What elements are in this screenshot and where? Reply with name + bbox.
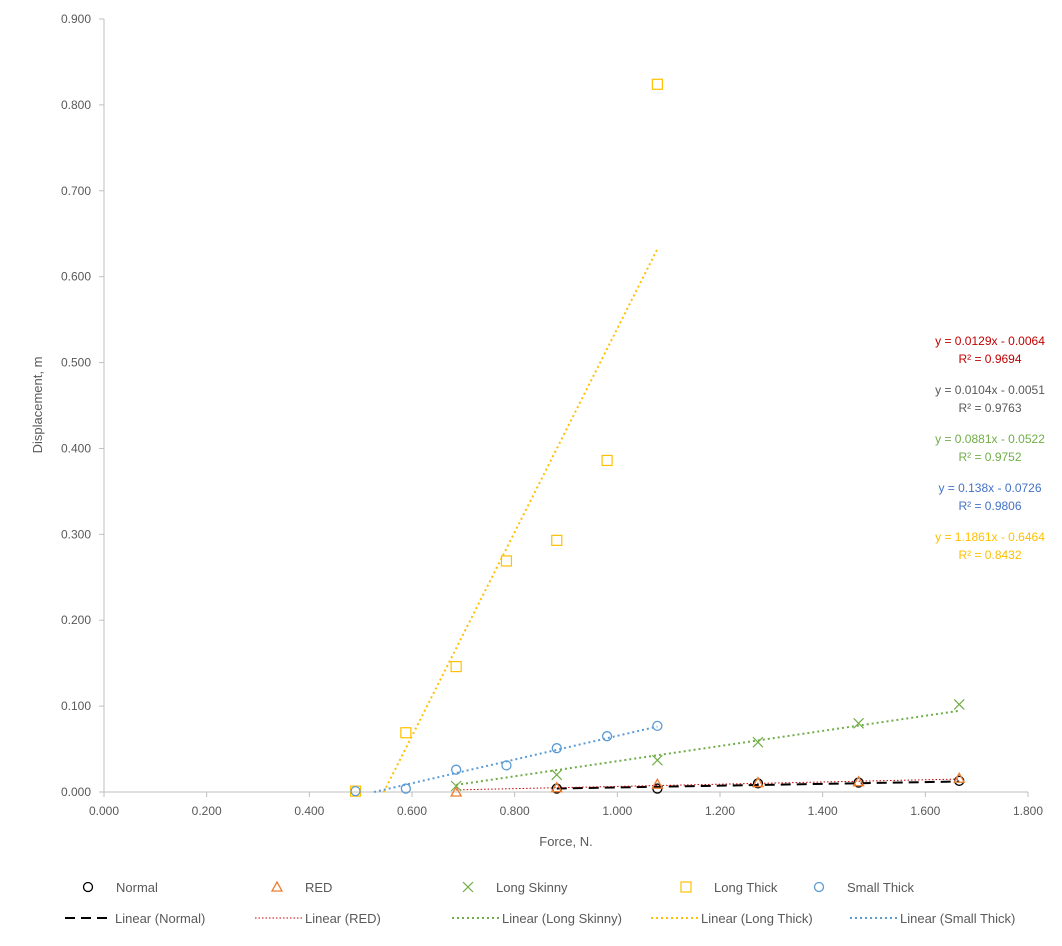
y-tick-label: 0.200 bbox=[61, 613, 91, 627]
y-axis-title: Displacement, m bbox=[30, 357, 45, 454]
data-point-red bbox=[651, 777, 664, 789]
x-tick-label: 0.200 bbox=[192, 804, 222, 818]
data-point-long-thick bbox=[551, 534, 563, 546]
x-tick-label: 0.800 bbox=[500, 804, 530, 818]
data-point-red bbox=[450, 785, 463, 797]
legend-label-normal: Normal bbox=[116, 880, 158, 895]
data-point-long-skinny bbox=[450, 780, 462, 792]
x-tick-label: 0.400 bbox=[294, 804, 324, 818]
data-point-small-thick bbox=[652, 720, 663, 732]
x-tick-label: 1.600 bbox=[910, 804, 940, 818]
legend-trend-label-red: Linear (RED) bbox=[305, 911, 381, 926]
data-point-normal bbox=[551, 783, 562, 794]
data-point-long-thick bbox=[400, 727, 412, 739]
data-point-red bbox=[852, 775, 865, 787]
x-tick-label: 1.000 bbox=[602, 804, 632, 818]
x-tick-label: 0.000 bbox=[89, 804, 119, 818]
data-point-long-skinny bbox=[651, 754, 663, 766]
legend-label-small-thick: Small Thick bbox=[847, 880, 914, 895]
y-tick-label: 0.700 bbox=[61, 184, 91, 198]
data-point-long-skinny bbox=[551, 769, 563, 781]
trendline-red bbox=[456, 778, 960, 791]
data-point-small-thick bbox=[601, 731, 613, 742]
trendline-normal bbox=[556, 780, 960, 790]
data-point-normal bbox=[853, 777, 864, 788]
x-axis-title: Force, N. bbox=[539, 834, 592, 849]
y-tick-label: 0.800 bbox=[61, 98, 91, 112]
y-tick-label: 0.900 bbox=[61, 12, 91, 26]
legend-marker-red bbox=[270, 880, 284, 892]
trendline-r2-small-thick: R² = 0.9806 bbox=[958, 499, 1021, 513]
legend-trend-label-long-thick: Linear (Long Thick) bbox=[701, 911, 813, 926]
trendline-equation-small-thick: y = 0.138x - 0.0726 bbox=[938, 481, 1041, 495]
trendline-small-thick bbox=[373, 725, 658, 793]
x-tick-label: 0.600 bbox=[397, 804, 427, 818]
x-tick-label: 1.400 bbox=[808, 804, 838, 818]
y-tick-label: 0.100 bbox=[61, 699, 91, 713]
data-point-red bbox=[953, 771, 966, 783]
data-point-small-thick bbox=[350, 785, 361, 797]
legend-marker-long-skinny bbox=[462, 881, 474, 893]
trendline-equation-red: y = 0.0129x - 0.0064 bbox=[935, 334, 1045, 348]
data-point-long-skinny bbox=[853, 717, 865, 729]
trendline-r2-red: R² = 0.9694 bbox=[958, 352, 1021, 366]
data-point-normal bbox=[752, 778, 764, 789]
data-point-long-skinny bbox=[953, 698, 965, 710]
trendline-r2-long-skinny: R² = 0.9752 bbox=[958, 450, 1021, 464]
legend-marker-small-thick bbox=[813, 881, 825, 893]
legend-label-red: RED bbox=[305, 880, 332, 895]
trendline-long-thick bbox=[382, 248, 659, 793]
legend-trend-label-long-skinny: Linear (Long Skinny) bbox=[502, 911, 622, 926]
trendline-equation-long-thick: y = 1.1861x - 0.6464 bbox=[935, 530, 1045, 544]
y-tick-label: 0.600 bbox=[61, 270, 91, 284]
data-point-small-thick bbox=[501, 760, 512, 771]
legend-label-long-skinny: Long Skinny bbox=[496, 880, 568, 895]
data-point-red bbox=[550, 781, 563, 793]
x-tick-label: 1.200 bbox=[705, 804, 735, 818]
y-tick-label: 0.400 bbox=[61, 441, 91, 455]
x-tick-label: 1.800 bbox=[1013, 804, 1043, 818]
data-point-red bbox=[751, 776, 765, 788]
trendline-equation-long-skinny: y = 0.0881x - 0.0522 bbox=[935, 432, 1045, 446]
data-point-long-thick bbox=[450, 661, 462, 673]
data-point-small-thick bbox=[450, 764, 462, 775]
data-point-long-thick bbox=[651, 78, 663, 90]
trendline-r2-normal: R² = 0.9763 bbox=[958, 401, 1021, 415]
legend-trend-label-small-thick: Linear (Small Thick) bbox=[900, 911, 1015, 926]
data-point-long-skinny bbox=[752, 736, 764, 748]
y-tick-label: 0.000 bbox=[61, 785, 91, 799]
data-point-small-thick bbox=[400, 783, 411, 794]
legend-label-long-thick: Long Thick bbox=[714, 880, 778, 895]
legend-marker-long-thick bbox=[680, 881, 692, 893]
legend-trend-label-normal: Linear (Normal) bbox=[115, 911, 205, 926]
y-tick-label: 0.500 bbox=[61, 356, 91, 370]
data-point-long-thick bbox=[500, 555, 513, 567]
y-tick-label: 0.300 bbox=[61, 527, 91, 541]
data-point-small-thick bbox=[551, 743, 562, 754]
legend-marker-normal bbox=[82, 881, 94, 893]
data-point-long-thick bbox=[601, 454, 613, 467]
trendline-equation-normal: y = 0.0104x - 0.0051 bbox=[935, 383, 1045, 397]
trendline-long-skinny bbox=[456, 709, 960, 786]
trendline-r2-long-thick: R² = 0.8432 bbox=[958, 548, 1021, 562]
